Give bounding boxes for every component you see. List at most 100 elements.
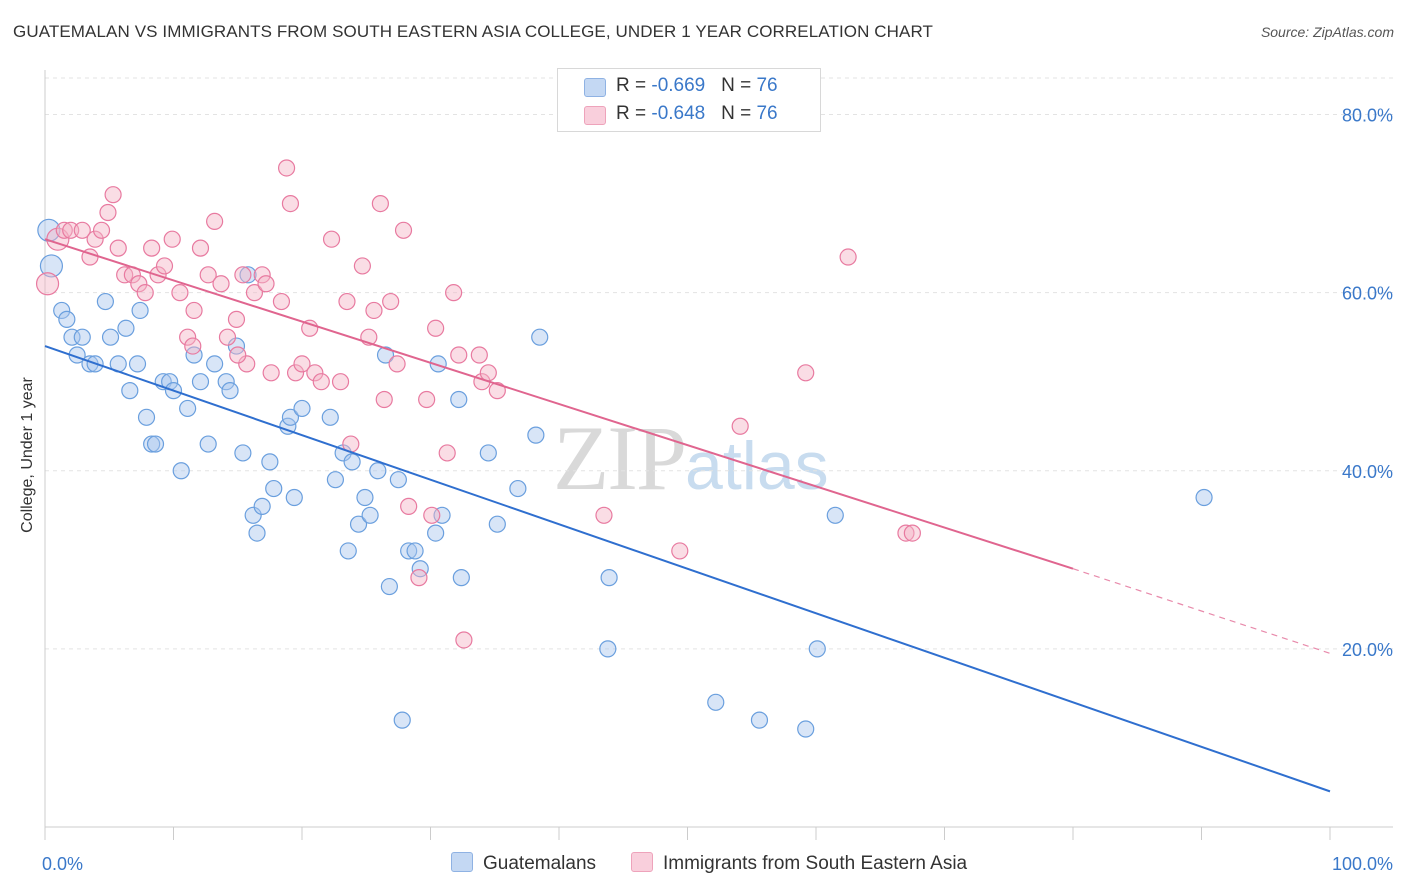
point-guatemalans bbox=[450, 390, 468, 409]
point-guatemalans bbox=[429, 355, 447, 373]
point-immigrants bbox=[104, 186, 122, 204]
point-immigrants bbox=[272, 292, 291, 311]
point-guatemalans bbox=[797, 720, 815, 738]
point-guatemalans bbox=[146, 435, 165, 453]
point-immigrants bbox=[92, 221, 111, 239]
point-immigrants bbox=[595, 506, 613, 524]
point-immigrants bbox=[257, 275, 275, 293]
point-guatemalans bbox=[121, 382, 139, 400]
series-immigrants-sea bbox=[35, 159, 921, 649]
point-immigrants bbox=[322, 230, 341, 248]
point-guatemalans bbox=[53, 301, 71, 320]
point-guatemalans bbox=[1195, 488, 1213, 507]
y-axis-label: College, Under 1 year bbox=[19, 377, 36, 533]
point-guatemalans bbox=[707, 693, 725, 711]
point-guatemalans bbox=[339, 542, 357, 560]
point-guatemalans bbox=[234, 444, 252, 462]
x-tick-label-max: 100.0% bbox=[1332, 854, 1393, 874]
point-guatemalans bbox=[376, 346, 395, 364]
point-immigrants bbox=[163, 230, 181, 248]
legend-n-value: 76 bbox=[756, 103, 778, 124]
legend-swatch-blue bbox=[584, 78, 606, 97]
point-guatemalans bbox=[239, 266, 257, 284]
point-immigrants bbox=[206, 212, 224, 230]
point-guatemalans bbox=[261, 453, 279, 471]
point-guatemalans bbox=[326, 471, 345, 489]
point-immigrants bbox=[365, 301, 383, 320]
point-immigrants bbox=[488, 382, 506, 400]
point-immigrants bbox=[450, 346, 468, 364]
point-guatemalans bbox=[400, 542, 418, 560]
point-immigrants bbox=[99, 203, 117, 222]
point-guatemalans bbox=[527, 426, 545, 444]
point-guatemalans bbox=[369, 462, 387, 480]
trend-line-immigrants bbox=[44, 238, 1074, 570]
point-guatemalans bbox=[206, 355, 224, 373]
point-immigrants bbox=[286, 364, 305, 382]
point-immigrants bbox=[277, 159, 296, 177]
point-immigrants bbox=[185, 301, 203, 320]
point-immigrants bbox=[331, 373, 350, 391]
point-immigrants bbox=[375, 390, 393, 409]
point-guatemalans bbox=[96, 292, 114, 311]
point-guatemalans bbox=[137, 408, 156, 426]
point-immigrants bbox=[410, 569, 428, 587]
legend-r-label: R = bbox=[616, 75, 652, 96]
point-guatemalans bbox=[380, 577, 398, 596]
legend: R = -0.669 N = 76 R = -0.648 N = 76 bbox=[557, 68, 821, 132]
point-immigrants bbox=[671, 542, 689, 560]
point-immigrants bbox=[262, 364, 280, 382]
point-immigrants bbox=[109, 239, 127, 257]
legend-r-value: -0.648 bbox=[651, 103, 706, 124]
point-immigrants bbox=[903, 524, 921, 542]
point-guatemalans bbox=[427, 524, 445, 542]
point-immigrants bbox=[191, 239, 210, 257]
point-guatemalans bbox=[600, 569, 618, 587]
point-guatemalans bbox=[58, 310, 76, 328]
point-guatemalans bbox=[199, 435, 217, 453]
y-tick-label: 20.0% bbox=[1342, 640, 1393, 660]
point-immigrants bbox=[35, 272, 60, 296]
point-immigrants bbox=[470, 346, 488, 364]
point-immigrants bbox=[293, 355, 311, 373]
point-immigrants bbox=[229, 346, 247, 364]
point-guatemalans bbox=[509, 479, 527, 498]
point-guatemalans bbox=[356, 488, 374, 507]
legend-n-value: 76 bbox=[756, 75, 778, 96]
point-immigrants bbox=[427, 319, 445, 337]
point-immigrants bbox=[234, 266, 252, 284]
point-guatemalans bbox=[265, 479, 283, 498]
y-tick-label: 40.0% bbox=[1342, 462, 1393, 482]
trend-lines bbox=[44, 238, 1331, 793]
point-guatemalans bbox=[389, 471, 407, 489]
point-immigrants bbox=[227, 310, 246, 328]
point-immigrants bbox=[136, 284, 154, 302]
point-guatemalans bbox=[321, 408, 339, 426]
point-guatemalans bbox=[406, 542, 424, 560]
point-immigrants bbox=[394, 221, 413, 239]
point-guatemalans bbox=[531, 328, 549, 346]
x-tick-label-min: 0.0% bbox=[42, 854, 83, 874]
point-guatemalans bbox=[349, 515, 368, 533]
point-guatemalans bbox=[227, 337, 246, 355]
source-label: Source: ZipAtlas.com bbox=[1260, 24, 1394, 40]
chart-title: GUATEMALAN VS IMMIGRANTS FROM SOUTH EAST… bbox=[13, 22, 934, 41]
point-immigrants bbox=[353, 257, 371, 275]
axes bbox=[44, 70, 1393, 840]
point-immigrants bbox=[731, 417, 749, 435]
point-guatemalans bbox=[39, 254, 64, 278]
bottom-legend-label: Immigrants from South Eastern Asia bbox=[663, 853, 968, 874]
point-guatemalans bbox=[131, 301, 149, 320]
point-guatemalans bbox=[179, 399, 197, 418]
y-tick-label: 60.0% bbox=[1342, 284, 1393, 304]
point-guatemalans bbox=[191, 373, 210, 391]
bottom-legend-immigrants: Immigrants from South Eastern Asia bbox=[631, 852, 967, 876]
point-immigrants bbox=[155, 257, 174, 275]
point-immigrants bbox=[171, 284, 189, 302]
point-immigrants bbox=[218, 328, 237, 346]
point-immigrants bbox=[455, 631, 473, 649]
bottom-legend-swatch-blue bbox=[451, 852, 473, 872]
legend-r-value: -0.669 bbox=[651, 75, 706, 96]
point-immigrants bbox=[371, 194, 389, 213]
point-immigrants bbox=[301, 319, 319, 337]
